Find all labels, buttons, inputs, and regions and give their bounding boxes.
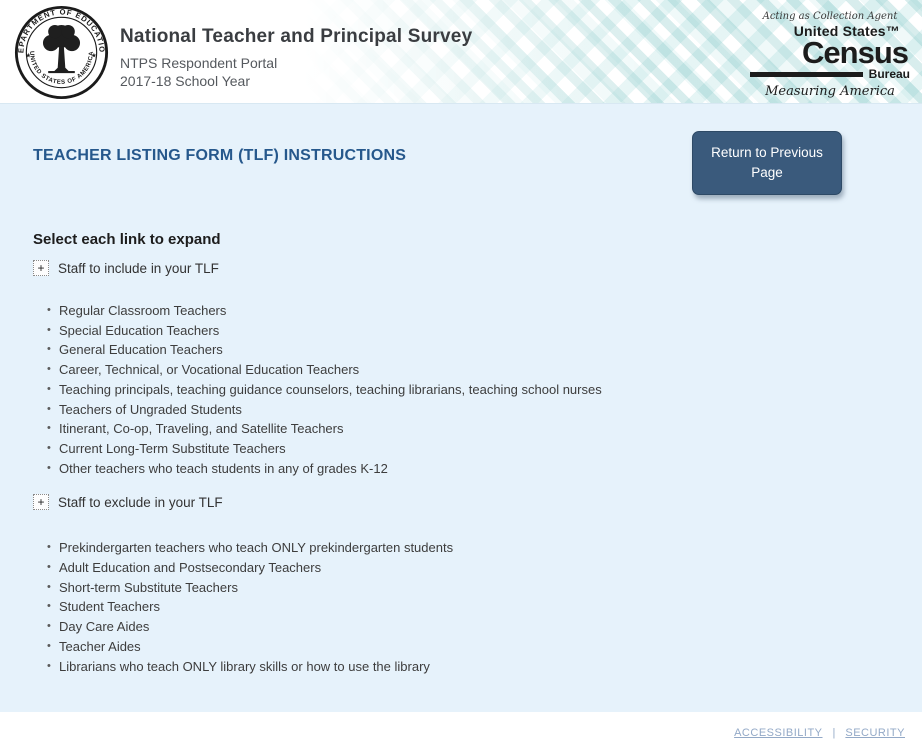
security-link[interactable]: SECURITY <box>845 727 905 739</box>
census-wordmark: Census <box>802 35 909 70</box>
expand-instruction-heading: Select each link to expand <box>33 231 221 248</box>
seal-star-left: ★ <box>25 51 31 59</box>
department-of-education-seal-icon: DEPARTMENT OF EDUCATION UNITED STATES OF… <box>14 5 109 100</box>
list-item: Other teachers who teach students in any… <box>47 459 922 479</box>
list-item: Career, Technical, or Vocational Educati… <box>47 360 922 380</box>
expander-staff-to-exclude[interactable]: + Staff to exclude in your TLF <box>33 494 922 511</box>
app-subtitle-year: 2017-18 School Year <box>120 73 250 89</box>
app-title: National Teacher and Principal Survey <box>120 26 473 47</box>
seal-tree-icon <box>42 24 81 74</box>
header-titles: National Teacher and Principal Survey NT… <box>120 26 472 90</box>
census-bureau-bar <box>750 71 863 77</box>
list-item: Current Long-Term Substitute Teachers <box>47 439 922 459</box>
app-header: DEPARTMENT OF EDUCATION UNITED STATES OF… <box>0 0 922 104</box>
expander-staff-to-include[interactable]: + Staff to include in your TLF <box>33 260 922 276</box>
header-pattern-fade <box>0 0 922 103</box>
list-item: Regular Classroom Teachers <box>47 301 922 321</box>
footer-link-separator: | <box>832 727 836 739</box>
plus-icon[interactable]: + <box>33 494 49 511</box>
accessibility-link[interactable]: ACCESSIBILITY <box>734 727 823 739</box>
expander-label-include[interactable]: Staff to include in your TLF <box>58 260 219 276</box>
list-item: Student Teachers <box>47 597 922 617</box>
list-item: Special Education Teachers <box>47 321 922 341</box>
main-content: TEACHER LISTING FORM (TLF) INSTRUCTIONS … <box>0 104 922 712</box>
plus-icon[interactable]: + <box>33 260 49 276</box>
list-item: Itinerant, Co-op, Traveling, and Satelli… <box>47 419 922 439</box>
list-item: General Education Teachers <box>47 340 922 360</box>
census-acting-agent-text: Acting as Collection Agent <box>762 11 898 22</box>
census-bureau-logo: Acting as Collection Agent United States… <box>750 11 910 99</box>
list-item: Prekindergarten teachers who teach ONLY … <box>47 538 922 558</box>
list-item: Day Care Aides <box>47 617 922 637</box>
list-item: Librarians who teach ONLY library skills… <box>47 657 922 677</box>
census-measuring-america-text: Measuring America <box>765 84 895 99</box>
list-item: Teaching principals, teaching guidance c… <box>47 380 922 400</box>
census-bureau-row: Bureau <box>750 67 910 81</box>
exclude-staff-list: Prekindergarten teachers who teach ONLY … <box>47 538 922 676</box>
expander-label-exclude[interactable]: Staff to exclude in your TLF <box>58 494 223 510</box>
list-item: Teachers of Ungraded Students <box>47 400 922 420</box>
include-staff-list: Regular Classroom Teachers Special Educa… <box>47 301 922 478</box>
seal-star-right: ★ <box>91 51 97 59</box>
census-united-states-text: United States™ <box>793 23 900 39</box>
list-item: Short-term Substitute Teachers <box>47 578 922 598</box>
app-subtitle-portal: NTPS Respondent Portal <box>120 55 278 71</box>
page-footer: ACCESSIBILITY | SECURITY <box>0 712 922 754</box>
list-item: Adult Education and Postsecondary Teache… <box>47 558 922 578</box>
list-item: Teacher Aides <box>47 637 922 657</box>
page-title: TEACHER LISTING FORM (TLF) INSTRUCTIONS <box>33 147 407 164</box>
census-bureau-text: Bureau <box>868 67 910 81</box>
return-to-previous-page-button[interactable]: Return to Previous Page <box>692 131 842 195</box>
